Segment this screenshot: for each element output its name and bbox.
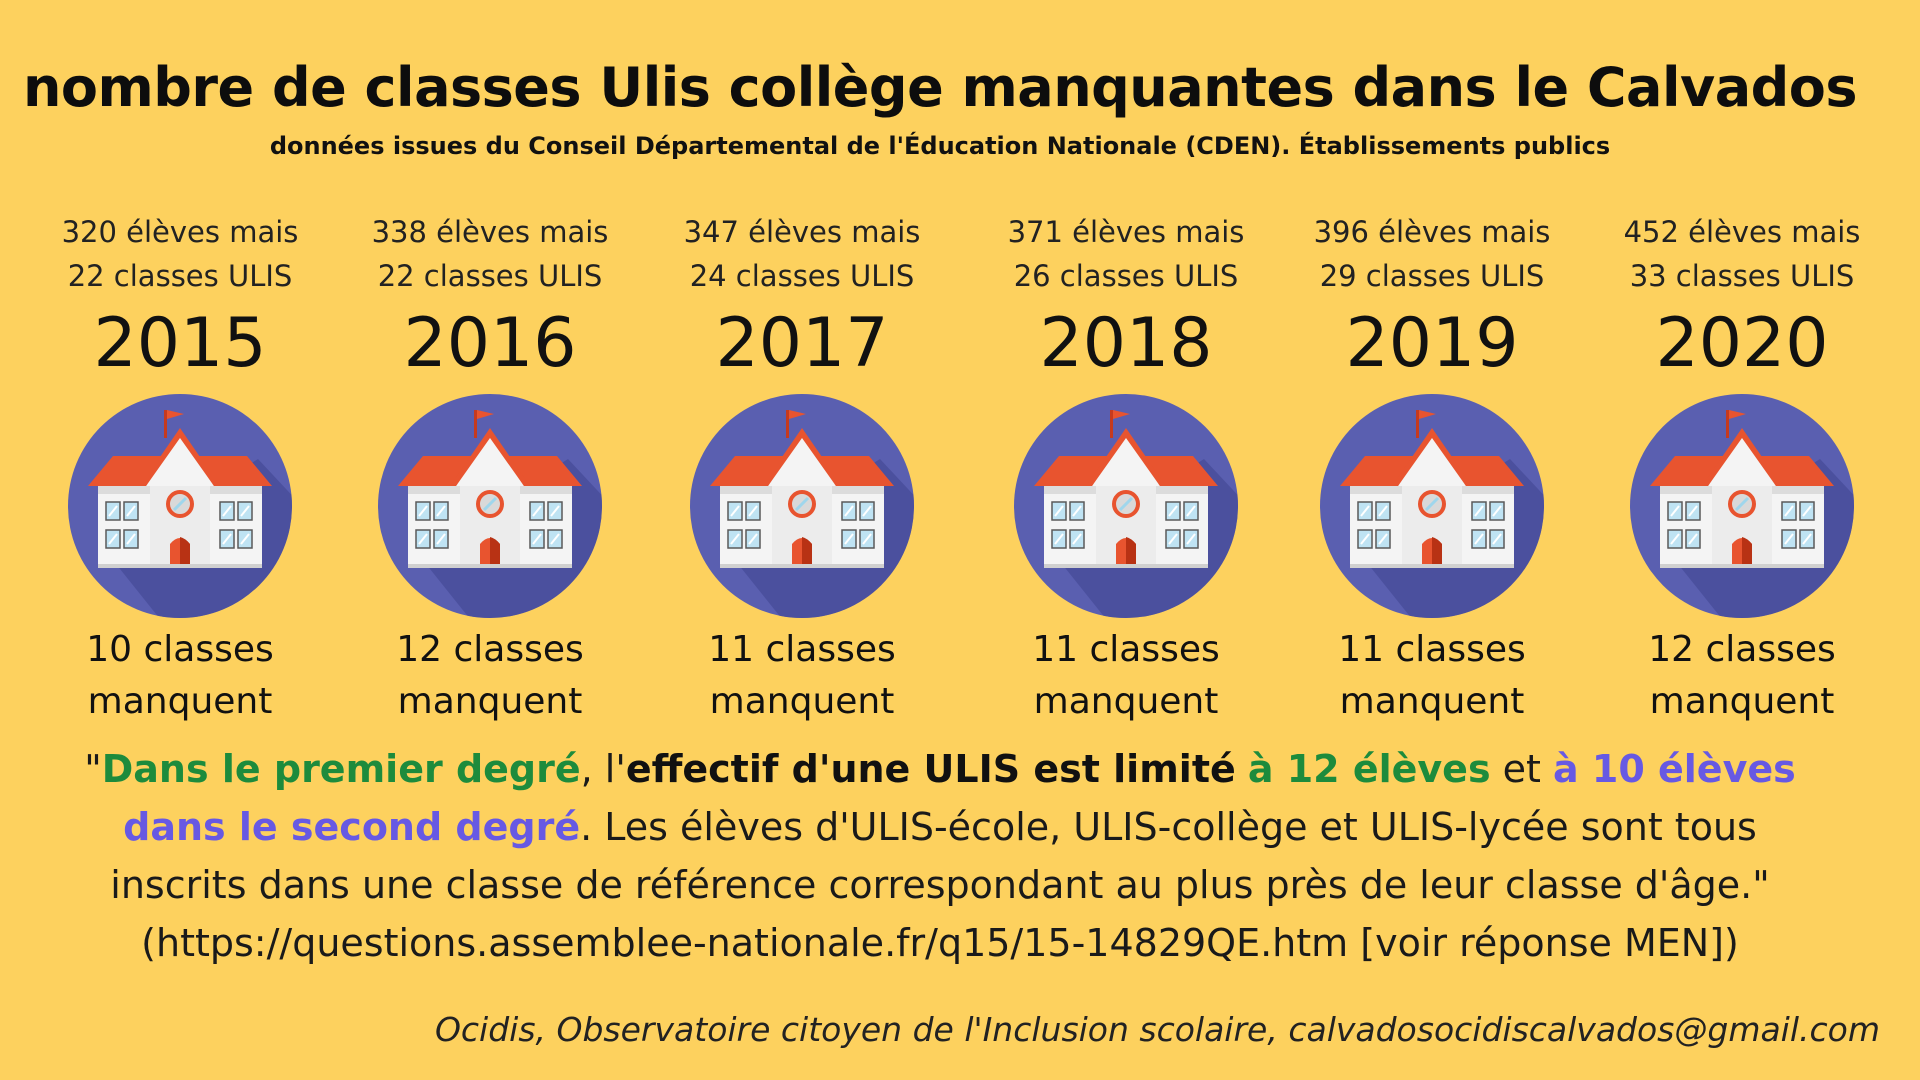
school-building-icon — [68, 394, 292, 618]
students-info: 452 élèves mais 33 classes ULIS — [1623, 215, 1861, 293]
year-label: 2018 — [1039, 304, 1213, 383]
year-label: 2020 — [1655, 304, 1829, 383]
quote-block: "Dans le premier degré, l'effectif d'une… — [60, 740, 1820, 972]
year-card: 452 élèves mais 33 classes ULIS 2020 12 … — [1592, 210, 1892, 728]
missing-classes: 12 classes manquent — [396, 629, 584, 722]
page-title: nombre de classes Ulis collège manquante… — [22, 56, 1858, 119]
year-card: 396 élèves mais 29 classes ULIS 2019 11 … — [1282, 210, 1582, 728]
school-building-icon — [1630, 394, 1854, 618]
year-card: 320 élèves mais 22 classes ULIS 2015 10 … — [30, 210, 330, 728]
students-info: 371 élèves mais 26 classes ULIS — [1007, 215, 1245, 293]
missing-classes: 11 classes manquent — [708, 629, 896, 722]
year-label: 2015 — [93, 304, 267, 383]
credit-line: Ocidis, Observatoire citoyen de l'Inclus… — [434, 1010, 1880, 1049]
missing-classes: 11 classes manquent — [1032, 629, 1220, 722]
year-card: 347 élèves mais 24 classes ULIS 2017 11 … — [652, 210, 952, 728]
quote-source: (https://questions.assemblee-nationale.f… — [141, 921, 1739, 965]
missing-classes: 12 classes manquent — [1648, 629, 1836, 722]
year-card: 371 élèves mais 26 classes ULIS 2018 11 … — [976, 210, 1276, 728]
school-building-icon — [1014, 394, 1238, 618]
year-label: 2016 — [403, 304, 577, 383]
quote-highlight-10: à 10 élèves dans le second degré — [123, 747, 1796, 849]
quote-mark: " — [84, 747, 102, 791]
years-row: 320 élèves mais 22 classes ULIS 2015 10 … — [30, 210, 1890, 722]
year-label: 2017 — [715, 304, 889, 383]
year-card: 338 élèves mais 22 classes ULIS 2016 12 … — [340, 210, 640, 728]
quote-highlight-bold: effectif d'une ULIS est limité — [625, 747, 1236, 791]
school-building-icon — [378, 394, 602, 618]
school-building-icon — [690, 394, 914, 618]
page-subtitle: données issues du Conseil Départemental … — [269, 132, 1611, 160]
students-info: 396 élèves mais 29 classes ULIS — [1313, 215, 1551, 293]
year-label: 2019 — [1345, 304, 1519, 383]
missing-classes: 11 classes manquent — [1338, 629, 1526, 722]
quote-highlight-12: à 12 élèves — [1247, 747, 1491, 791]
school-building-icon — [1320, 394, 1544, 618]
students-info: 320 élèves mais 22 classes ULIS — [61, 215, 299, 293]
quote-highlight-primary: Dans le premier degré — [101, 747, 581, 791]
students-info: 347 élèves mais 24 classes ULIS — [683, 215, 921, 293]
missing-classes: 10 classes manquent — [86, 629, 274, 722]
students-info: 338 élèves mais 22 classes ULIS — [371, 215, 609, 293]
